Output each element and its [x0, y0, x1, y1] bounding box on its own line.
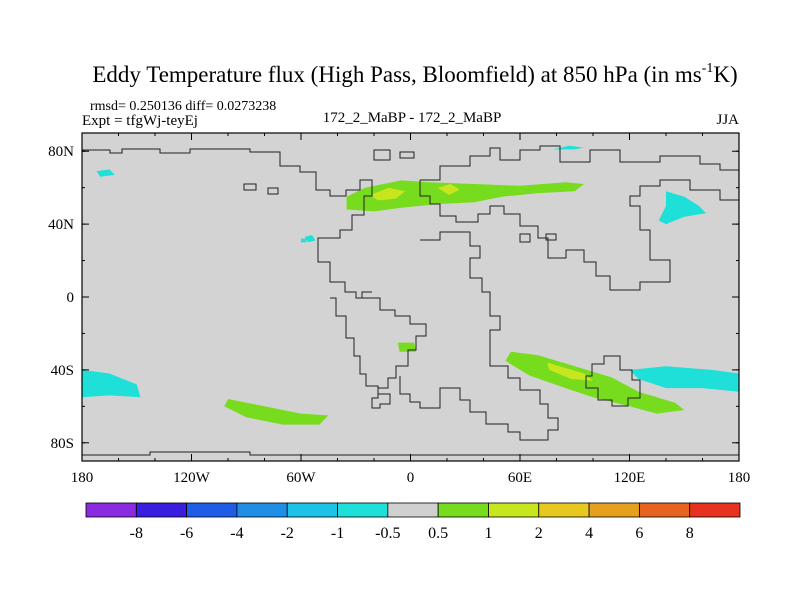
x-tick-label: 180: [71, 470, 94, 486]
y-tick-label: 80S: [51, 436, 74, 452]
colorbar-label: 4: [585, 525, 593, 542]
region-s-pacific-cyan: [82, 369, 141, 398]
x-tick-label: 120W: [173, 470, 211, 486]
coastline-eurasia: [420, 145, 739, 181]
colorbar-swatch: [387, 502, 439, 518]
colorbar-swatch: [135, 502, 188, 518]
colorbar-label: 0.5: [428, 525, 448, 542]
colorbar-label: -0.5: [375, 525, 400, 542]
region-siberia: [552, 145, 584, 150]
region-s-indian-core: [547, 362, 593, 381]
colorbar-label: 1: [484, 525, 492, 542]
coastline-antarctica-edge: [82, 451, 739, 456]
colorbar-label: -8: [130, 525, 143, 542]
season-text: JJA: [716, 112, 739, 128]
y-tick-label: 40N: [48, 217, 74, 233]
region-ne-pacific: [658, 191, 707, 225]
colorbar-label: 2: [535, 525, 543, 542]
coastline-north-america: [82, 148, 373, 299]
region-pacific-nw: [96, 169, 115, 177]
colorbar-label: -2: [281, 525, 294, 542]
title-superscript: -1: [702, 61, 714, 76]
colorbar-label: -6: [180, 525, 193, 542]
x-tick-label: 0: [407, 470, 415, 486]
y-axis: 80N 40N 0 40S 80S: [48, 144, 739, 452]
coastline-africa: [399, 231, 559, 441]
x-tick-label: 180: [728, 470, 751, 486]
colorbar-swatch: [337, 502, 389, 518]
region-s-pacific-green: [224, 399, 329, 425]
y-tick-label: 80N: [48, 144, 74, 160]
colorbar-swatch: [85, 502, 137, 518]
colorbar-swatch: [437, 502, 489, 518]
colorbar-swatch: [538, 502, 590, 518]
colorbar-swatch: [236, 502, 288, 518]
colorbar-swatch: [286, 502, 338, 518]
x-tick-label: 60E: [508, 470, 532, 486]
coastline-asia-south: [419, 179, 739, 291]
colorbar-swatch: [588, 502, 640, 518]
y-tick-label: 0: [67, 290, 75, 306]
colorbar-swatch: [689, 502, 741, 518]
stats-text: rmsd= 0.250136 diff= 0.0273238: [90, 99, 276, 114]
colorbar: -8 -6 -4 -2 -1 -0.5 0.5 1 2 4 6 8: [85, 502, 741, 542]
y-tick-label: 40S: [51, 363, 74, 379]
title-suffix: K): [713, 62, 737, 87]
region-s-atlantic-blob: [397, 342, 416, 352]
colorbar-label: 6: [635, 525, 643, 542]
coastline-south-america: [330, 297, 427, 409]
region-s-ocean-cyan: [629, 366, 739, 392]
x-tick-label: 60W: [286, 470, 316, 486]
region-n-atlantic-band: [346, 180, 584, 212]
x-axis: 180 120W 60W 0 60E 120E 180: [71, 133, 751, 486]
coastline-islands: [243, 149, 557, 243]
colorbar-label: 8: [686, 525, 694, 542]
colorbar-swatch: [186, 502, 238, 518]
coastline-australia: [585, 355, 641, 407]
region-n-atlantic-core: [370, 187, 405, 201]
colorbar-label: -1: [331, 525, 344, 542]
x-tick-label: 120E: [614, 470, 646, 486]
center-text: 172_2_MaBP - 172_2_MaBP: [323, 110, 502, 126]
chart-title: Eddy Temperature flux (High Pass, Bloomf…: [92, 61, 737, 87]
coastlines: [82, 145, 739, 456]
region-europe-core: [437, 184, 460, 195]
colorbar-label: -4: [230, 525, 243, 542]
region-alaska-gulf: [301, 238, 307, 243]
region-beaufort: [304, 235, 316, 243]
plot-area: [81, 132, 740, 462]
colorbar-swatch: [638, 502, 691, 518]
expt-text: Expt = tfgWj-teyEj: [82, 113, 198, 129]
colorbar-swatch: [488, 502, 540, 518]
